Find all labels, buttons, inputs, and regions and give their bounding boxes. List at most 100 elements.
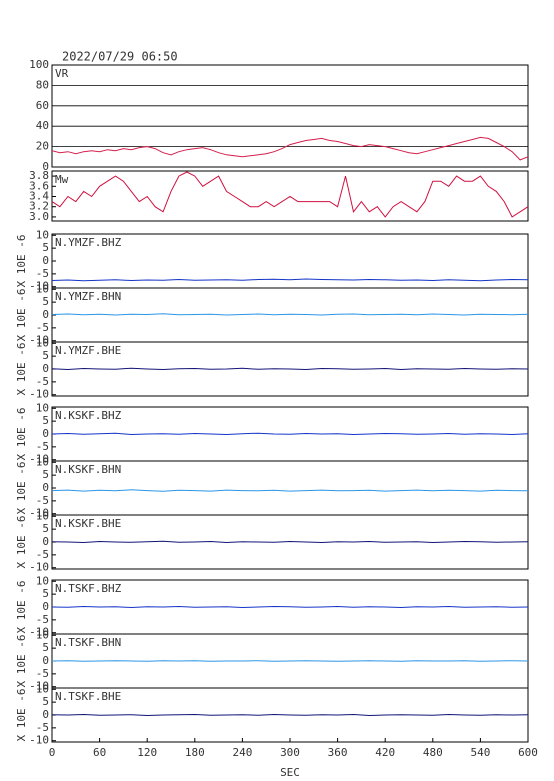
series-line — [51, 367, 529, 371]
y-tick-label: 5 — [42, 414, 49, 427]
y-tick-label: -5 — [36, 494, 49, 507]
panel-frame — [51, 460, 529, 516]
y-tick-label: -5 — [36, 321, 49, 334]
series-label: Mw — [55, 173, 69, 186]
y-tick-label: 5 — [42, 468, 49, 481]
series-line — [51, 313, 529, 316]
y-tick-label: -10 — [29, 626, 49, 639]
y-tick-label: 10 — [36, 228, 49, 241]
chart-title: 2022/07/29 06:50 — [62, 50, 178, 64]
series-line — [51, 489, 529, 492]
y-tick-label: -5 — [36, 440, 49, 453]
y-tick-label: 3.2 — [29, 200, 49, 213]
x-tick-label: 240 — [232, 746, 252, 759]
y-axis-label: X 10E -6 — [15, 635, 28, 688]
y-tick-label: 0 — [42, 535, 49, 548]
y-tick-label: 0 — [42, 427, 49, 440]
y-axis-label: X 10E -6 — [15, 581, 28, 634]
y-tick-label: -10 — [29, 734, 49, 747]
y-tick-label: 5 — [42, 522, 49, 535]
series-label: N.TSKF.BHE — [55, 690, 121, 703]
y-tick-label: 10 — [36, 574, 49, 587]
x-tick-label: 0 — [49, 746, 56, 759]
y-tick-label: -5 — [36, 613, 49, 626]
series-label: N.TSKF.BHZ — [55, 582, 122, 595]
y-tick-label: 0 — [42, 160, 49, 173]
y-tick-label: -10 — [29, 507, 49, 520]
series-line — [51, 605, 529, 609]
series-line — [51, 432, 529, 436]
y-tick-label: 10 — [36, 401, 49, 414]
y-tick-label: 3.0 — [29, 210, 49, 223]
y-tick-label: 3.6 — [29, 179, 49, 192]
y-tick-label: 0 — [42, 308, 49, 321]
y-tick-label: 10 — [36, 509, 49, 522]
y-axis-label: X 10E -6 — [15, 289, 28, 342]
series-line — [51, 713, 529, 717]
panel-frame — [51, 64, 529, 168]
y-tick-label: 3.4 — [29, 190, 49, 203]
series-line — [51, 136, 529, 161]
series-label: N.TSKF.BHN — [55, 636, 121, 649]
x-tick-label: 360 — [328, 746, 348, 759]
y-tick-label: -5 — [36, 721, 49, 734]
y-tick-label: 5 — [42, 241, 49, 254]
y-axis-label: X 10E -6 — [15, 516, 28, 569]
series-label: N.KSKF.BHZ — [55, 409, 122, 422]
y-axis-label: X 10E -6 — [15, 343, 28, 396]
y-tick-label: 40 — [36, 119, 49, 132]
y-tick-label: -10 — [29, 680, 49, 693]
y-tick-label: 0 — [42, 600, 49, 613]
y-axis-label: X 10E -6 — [15, 235, 28, 288]
y-tick-label: 5 — [42, 587, 49, 600]
y-tick-label: 0 — [42, 481, 49, 494]
x-tick-label: 420 — [375, 746, 395, 759]
y-tick-label: 0 — [42, 254, 49, 267]
y-axis-label: X 10E -6 — [15, 689, 28, 742]
x-tick-label: 180 — [185, 746, 205, 759]
y-tick-label: 0 — [42, 362, 49, 375]
x-tick-label: 60 — [93, 746, 106, 759]
y-tick-label: 10 — [36, 682, 49, 695]
panel-frame — [51, 170, 529, 222]
series-label: N.KSKF.BHN — [55, 463, 121, 476]
series-label: N.KSKF.BHE — [55, 517, 121, 530]
y-tick-label: -10 — [29, 280, 49, 293]
y-axis-label: X 10E -6 — [15, 462, 28, 515]
x-tick-label: 600 — [518, 746, 538, 759]
x-axis-label: SEC — [280, 766, 300, 779]
y-axis-label: X 10E -6 — [15, 408, 28, 461]
y-tick-label: 10 — [36, 282, 49, 295]
y-tick-label: 0 — [42, 708, 49, 721]
series-label: N.YMZF.BHZ — [55, 236, 122, 249]
y-tick-label: -5 — [36, 548, 49, 561]
series-line — [51, 171, 529, 218]
series-label: VR — [55, 67, 69, 80]
y-tick-label: 10 — [36, 336, 49, 349]
series-line — [51, 660, 529, 662]
y-tick-label: -5 — [36, 667, 49, 680]
x-tick-label: 300 — [280, 746, 300, 759]
x-tick-label: 480 — [423, 746, 443, 759]
y-tick-label: 5 — [42, 349, 49, 362]
y-tick-label: 5 — [42, 295, 49, 308]
y-tick-label: 60 — [36, 99, 49, 112]
y-tick-label: 5 — [42, 695, 49, 708]
series-line — [51, 278, 529, 282]
y-tick-label: -10 — [29, 334, 49, 347]
y-tick-label: 20 — [36, 140, 49, 153]
series-line — [51, 540, 529, 544]
y-tick-label: -5 — [36, 267, 49, 280]
y-tick-label: 10 — [36, 628, 49, 641]
y-tick-label: 3.8 — [29, 169, 49, 182]
y-tick-label: 10 — [36, 455, 49, 468]
x-tick-label: 120 — [137, 746, 157, 759]
y-tick-label: 0 — [42, 654, 49, 667]
y-tick-label: 100 — [29, 58, 49, 71]
y-tick-label: 5 — [42, 641, 49, 654]
series-label: N.YMZF.BHE — [55, 344, 121, 357]
y-tick-label: -10 — [29, 561, 49, 574]
series-label: N.YMZF.BHN — [55, 290, 121, 303]
y-tick-label: 80 — [36, 78, 49, 91]
